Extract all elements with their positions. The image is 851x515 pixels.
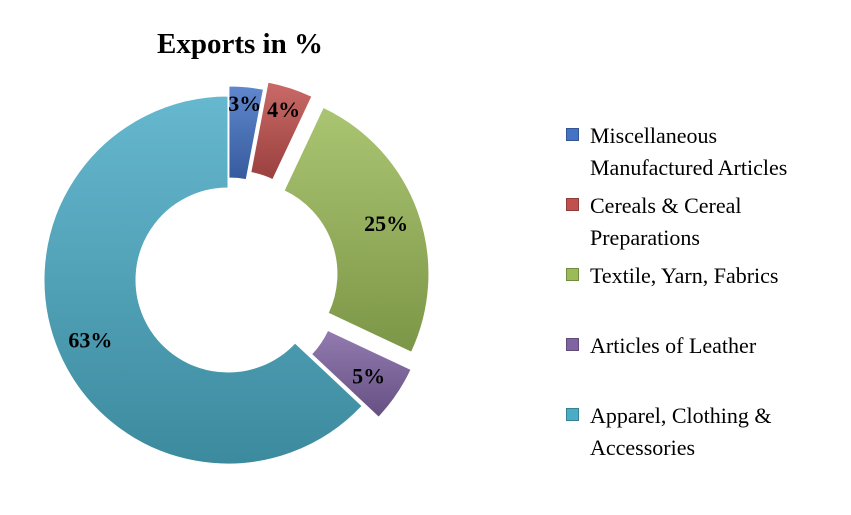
slice-label-1: 4% <box>267 97 300 122</box>
slice-label-3: 5% <box>352 364 385 389</box>
legend-swatch-1 <box>566 198 579 211</box>
slice-1 <box>250 81 313 181</box>
legend-label-2: Textile, Yarn, Fabrics <box>590 263 779 288</box>
slice-3 <box>310 329 412 418</box>
legend-swatch-2 <box>566 268 579 281</box>
legend-label-3: Articles of Leather <box>590 333 757 358</box>
slice-label-0: 3% <box>228 91 261 116</box>
legend-swatch-0 <box>566 128 579 141</box>
legend-swatch-4 <box>566 408 579 421</box>
legend-label-1: Cereals & Cereal Preparations <box>590 193 742 250</box>
legend-label-0: Miscellaneous Manufactured Articles <box>590 123 788 180</box>
slice-label-4: 63% <box>68 328 112 353</box>
legend-swatch-3 <box>566 338 579 351</box>
chart-title: Exports in % <box>157 28 323 60</box>
slice-2 <box>283 106 430 353</box>
legend-label-4: Apparel, Clothing & Accessories <box>590 403 772 460</box>
slice-label-2: 25% <box>364 211 408 236</box>
slice-0 <box>228 85 265 181</box>
slice-4 <box>43 95 363 465</box>
